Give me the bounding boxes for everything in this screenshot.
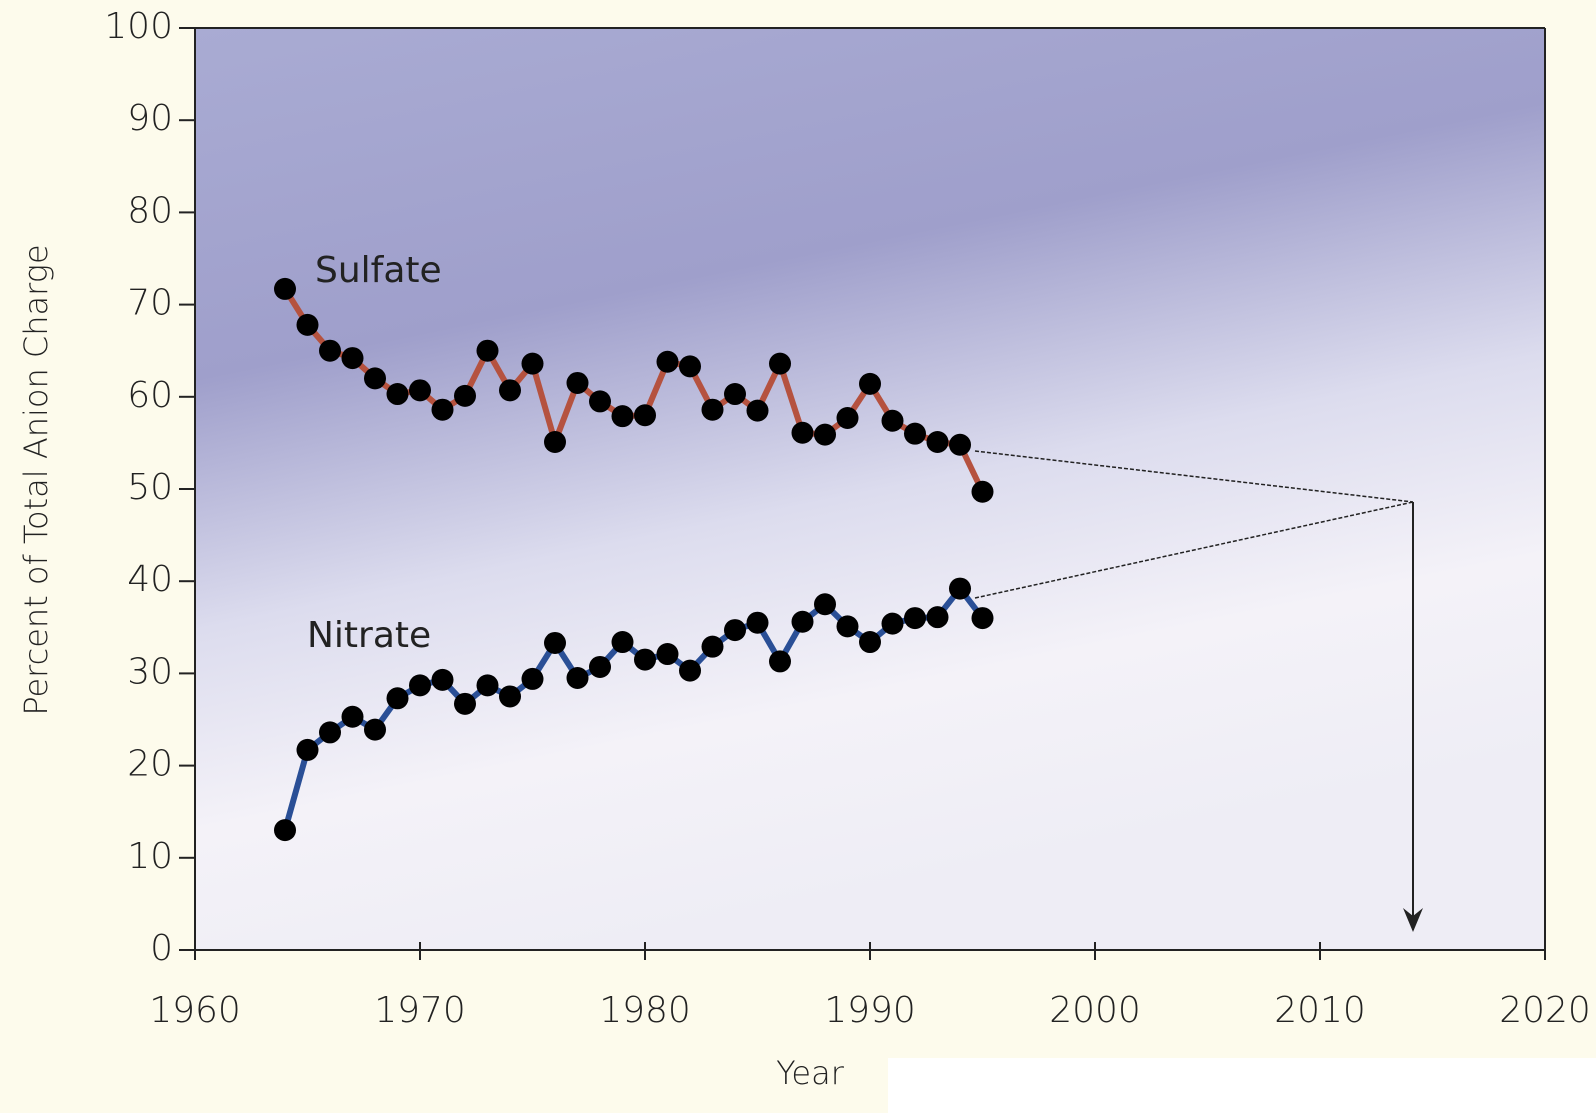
data-point	[589, 656, 611, 678]
y-tick-label: 60	[127, 375, 173, 416]
y-tick-label: 100	[104, 6, 173, 47]
y-axis-title: Percent of Total Anion Charge	[17, 244, 55, 715]
data-point	[544, 632, 566, 654]
page: {"chart_data": {"type": "line", "x_label…	[0, 0, 1596, 1113]
plot-background	[195, 28, 1545, 950]
y-tick-label: 10	[127, 836, 173, 877]
x-tick-label: 2020	[1499, 990, 1591, 1031]
data-point	[724, 383, 746, 405]
data-point	[949, 578, 971, 600]
data-point	[589, 390, 611, 412]
data-point	[702, 399, 724, 421]
data-point	[342, 347, 364, 369]
data-point	[387, 687, 409, 709]
data-point	[409, 674, 431, 696]
y-tick-label: 30	[127, 651, 173, 692]
data-point	[724, 619, 746, 641]
data-point	[904, 423, 926, 445]
data-point	[792, 611, 814, 633]
data-point	[297, 739, 319, 761]
data-point	[432, 399, 454, 421]
y-tick-label: 0	[150, 928, 173, 969]
data-point	[702, 636, 724, 658]
data-point	[387, 383, 409, 405]
data-point	[837, 407, 859, 429]
data-point	[522, 668, 544, 690]
data-point	[319, 340, 341, 362]
data-point	[927, 431, 949, 453]
data-point	[972, 607, 994, 629]
data-point	[432, 669, 454, 691]
data-point	[409, 379, 431, 401]
data-point	[904, 607, 926, 629]
x-tick-label: 2010	[1274, 990, 1366, 1031]
data-point	[679, 660, 701, 682]
data-point	[769, 353, 791, 375]
data-point	[837, 615, 859, 637]
data-point	[634, 404, 656, 426]
x-tick-label: 1970	[374, 990, 466, 1031]
y-tick-label: 40	[127, 559, 173, 600]
data-point	[567, 372, 589, 394]
series-label: Nitrate	[307, 615, 431, 656]
data-point	[274, 278, 296, 300]
data-point	[769, 650, 791, 672]
data-point	[297, 314, 319, 336]
data-point	[634, 649, 656, 671]
data-point	[927, 606, 949, 628]
x-tick-label: 1980	[599, 990, 691, 1031]
y-tick-label: 20	[127, 744, 173, 785]
x-tick-label: 2000	[1049, 990, 1141, 1031]
data-point	[454, 385, 476, 407]
data-point	[814, 593, 836, 615]
data-point	[859, 631, 881, 653]
data-point	[747, 612, 769, 634]
data-point	[882, 410, 904, 432]
y-tick-label: 90	[127, 98, 173, 139]
data-point	[522, 353, 544, 375]
y-tick-label: 80	[127, 190, 173, 231]
data-point	[567, 667, 589, 689]
data-point	[364, 719, 386, 741]
data-point	[747, 400, 769, 422]
data-point	[657, 351, 679, 373]
x-tick-label: 1960	[149, 990, 241, 1031]
data-point	[544, 431, 566, 453]
y-tick-label: 70	[127, 283, 173, 324]
data-point	[342, 706, 364, 728]
data-point	[454, 693, 476, 715]
data-point	[319, 721, 341, 743]
x-axis-title: Year	[776, 1054, 845, 1092]
data-point	[792, 422, 814, 444]
caption-box	[888, 1058, 1596, 1113]
data-point	[949, 434, 971, 456]
data-point	[499, 685, 521, 707]
chart: Year Percent of Total Anion Charge 0 10 20…	[0, 0, 1596, 1113]
x-tick-label: 1990	[824, 990, 916, 1031]
data-point	[972, 481, 994, 503]
data-point	[679, 355, 701, 377]
data-point	[477, 340, 499, 362]
data-point	[612, 405, 634, 427]
data-point	[499, 379, 521, 401]
data-point	[657, 643, 679, 665]
data-point	[274, 819, 296, 841]
data-point	[814, 424, 836, 446]
y-tick-label: 50	[127, 467, 173, 508]
data-point	[612, 631, 634, 653]
data-point	[477, 674, 499, 696]
data-point	[364, 367, 386, 389]
data-point	[882, 613, 904, 635]
series-label: Sulfate	[315, 250, 442, 291]
data-point	[859, 373, 881, 395]
